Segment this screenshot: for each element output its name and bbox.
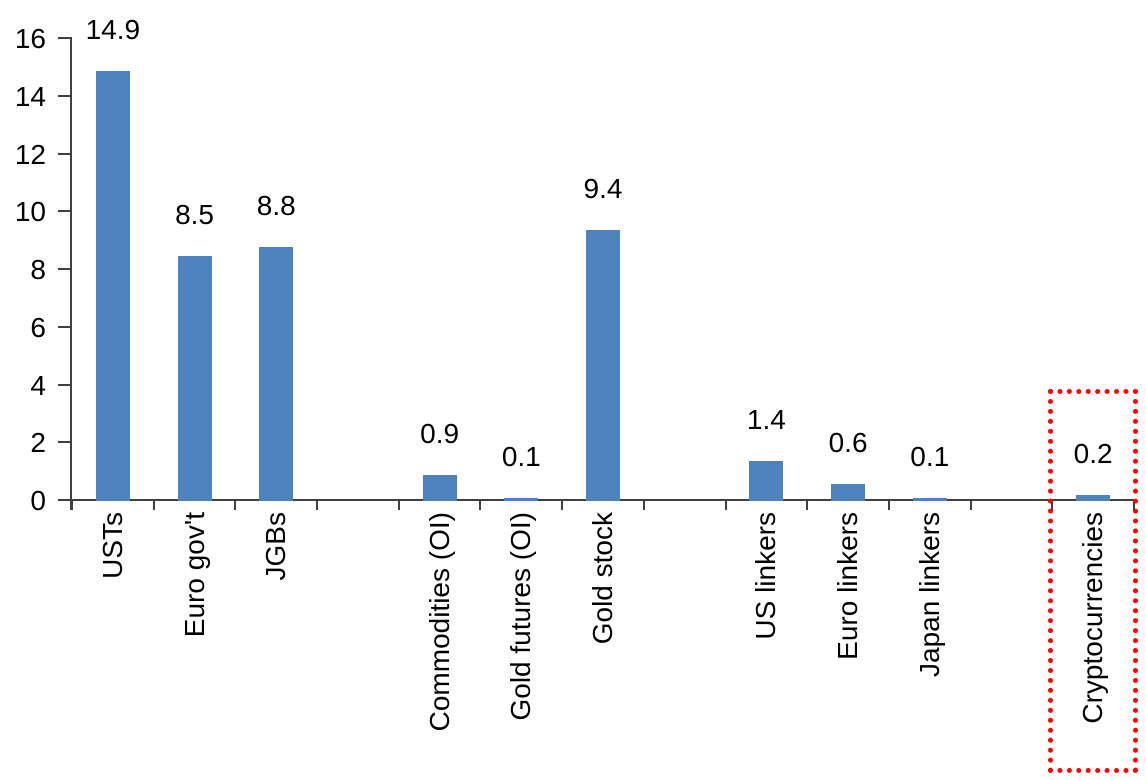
- category-label-gold-stock: Gold stock: [587, 512, 618, 645]
- bar-commodities-oi: [422, 475, 457, 501]
- x-axis-tick: [642, 501, 645, 510]
- value-label-euro-linkers: 0.6: [828, 426, 868, 458]
- y-axis-tick-label: 14: [14, 80, 46, 112]
- y-axis-tick-label: 6: [30, 311, 46, 343]
- value-label-euro-gov-t: 8.5: [175, 198, 214, 230]
- x-axis-tick: [969, 501, 972, 510]
- x-axis-tick: [71, 501, 73, 510]
- bar-japan-linkers: [912, 498, 947, 501]
- y-axis-tick: [58, 383, 72, 386]
- category-label-usts: USTs: [96, 512, 128, 579]
- x-axis-tick: [397, 501, 400, 510]
- x-axis-tick: [479, 501, 482, 510]
- value-label-gold-futures-oi: 0.1: [501, 441, 541, 473]
- bar-euro-gov-t: [177, 255, 212, 501]
- highlight-rect-cryptocurrencies: [1048, 389, 1138, 773]
- value-label-japan-linkers: 0.1: [910, 441, 950, 473]
- y-axis-tick: [58, 94, 72, 97]
- y-axis-tick: [58, 499, 72, 501]
- category-label-gold-futures-oi: Gold futures (OI): [505, 512, 537, 721]
- y-axis-tick: [58, 37, 72, 39]
- bar-usts: [95, 70, 130, 501]
- x-axis-tick: [316, 501, 319, 510]
- y-axis-tick: [58, 441, 72, 444]
- category-label-jgbs: JGBs: [260, 512, 292, 581]
- bar-euro-linkers: [831, 483, 866, 501]
- y-axis-tick: [58, 325, 72, 328]
- x-axis-tick: [724, 501, 727, 510]
- category-label-us-linkers: US linkers: [750, 512, 782, 640]
- category-label-euro-linkers: Euro linkers: [832, 512, 864, 660]
- y-axis-tick-label: 0: [30, 485, 46, 516]
- bar-gold-stock: [586, 229, 620, 501]
- y-axis-line: [70, 39, 72, 510]
- bar-gold-futures-oi: [504, 498, 539, 501]
- y-axis-tick-label: 16: [14, 23, 46, 54]
- x-axis-tick: [152, 501, 155, 510]
- bar-jgbs: [259, 246, 294, 501]
- category-label-commodities-oi: Commodities (OI): [423, 512, 455, 732]
- value-label-usts: 14.9: [85, 13, 141, 45]
- y-axis-tick: [58, 210, 72, 213]
- x-axis-tick: [806, 501, 809, 510]
- y-axis-tick: [58, 152, 72, 155]
- x-axis-tick: [887, 501, 890, 510]
- y-axis-tick-label: 4: [30, 369, 46, 401]
- x-axis-tick: [561, 501, 564, 510]
- y-axis-tick-label: 10: [14, 196, 46, 228]
- category-label-japan-linkers: Japan linkers: [913, 512, 945, 677]
- bar-cryptocurrencies: [1076, 495, 1111, 501]
- y-axis-tick-label: 8: [30, 254, 46, 285]
- value-label-cryptocurrencies: 0.2: [1073, 438, 1113, 470]
- value-label-jgbs: 8.8: [256, 189, 296, 221]
- y-axis-tick: [58, 268, 72, 270]
- y-axis-tick-label: 2: [30, 427, 46, 459]
- value-label-commodities-oi: 0.9: [420, 418, 460, 449]
- bar-us-linkers: [749, 460, 784, 501]
- value-label-us-linkers: 1.4: [746, 403, 786, 435]
- y-axis-tick-label: 12: [14, 138, 46, 170]
- category-label-euro-gov-t: Euro gov't: [178, 512, 210, 638]
- x-axis-tick: [234, 501, 237, 510]
- value-label-gold-stock: 9.4: [583, 172, 623, 204]
